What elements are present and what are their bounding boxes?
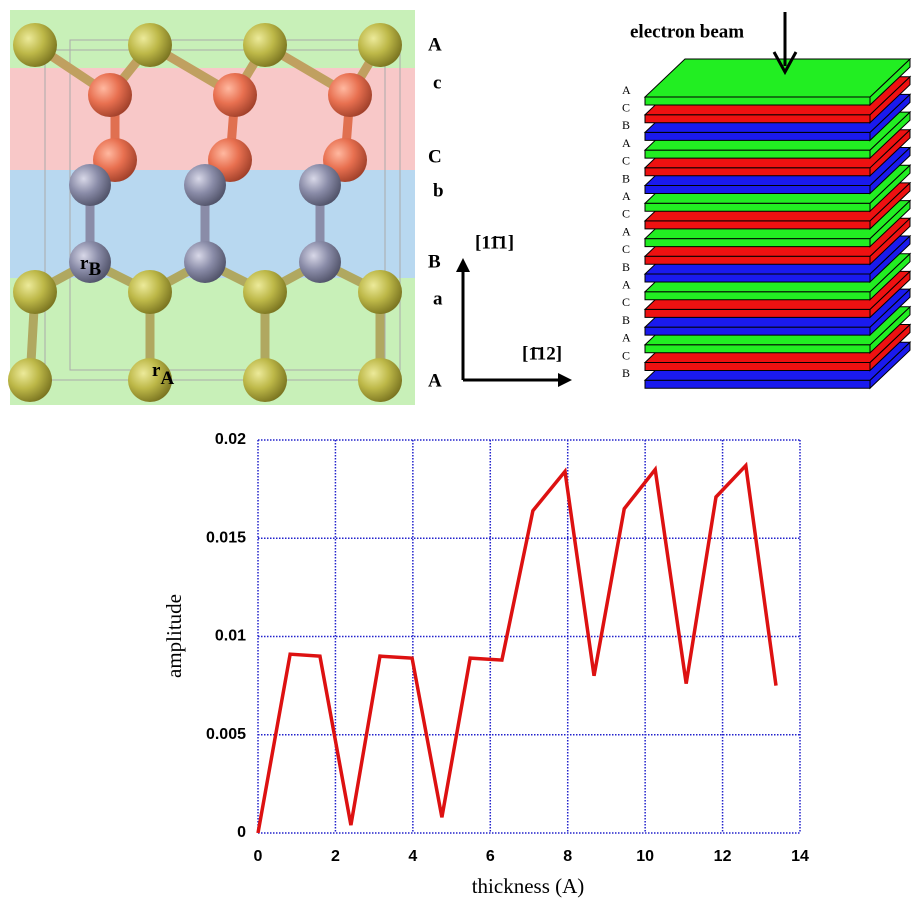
layer-side [645, 239, 870, 247]
layer-label: C [622, 100, 630, 114]
direction-arrows [456, 258, 572, 387]
layer-top [645, 59, 910, 97]
layer-label: C [428, 146, 442, 167]
x-axis-label: thickness (A) [472, 874, 585, 898]
layer-label: C [622, 154, 630, 168]
y-tick-label: 0.02 [215, 431, 246, 448]
layer-side [645, 132, 870, 140]
layer-label: B [622, 118, 630, 132]
layer-label: A [622, 189, 631, 203]
layer-label: A [428, 370, 442, 391]
layer-label: B [428, 251, 441, 272]
layer-side [645, 380, 870, 388]
layer-side [645, 309, 870, 317]
layer-label: C [622, 242, 630, 256]
layer-side [645, 363, 870, 371]
direction-label: [11̄1] [475, 232, 514, 253]
layer-label: C [622, 348, 630, 362]
y-tick-label: 0.015 [206, 529, 246, 546]
layer-label: B [622, 313, 630, 327]
x-tick-label: 14 [791, 848, 809, 865]
layer-label: A [622, 224, 631, 238]
layer-label: A [622, 331, 631, 345]
y-tick-label: 0 [237, 824, 246, 841]
layer-label: B [622, 260, 630, 274]
beam-label: electron beam [630, 21, 744, 42]
layer-label: C [622, 295, 630, 309]
layer-label: C [622, 207, 630, 221]
x-tick-label: 6 [486, 848, 495, 865]
layer-side [645, 256, 870, 264]
layer-side [645, 97, 870, 105]
x-tick-label: 2 [331, 848, 340, 865]
x-tick-label: 4 [408, 848, 417, 865]
layer-side [645, 150, 870, 158]
line-chart: thickness (A) amplitude 0 0.005 0.01 0.015 0… [162, 431, 809, 898]
layer-label: a [433, 288, 443, 309]
y-tick-label: 0.005 [206, 726, 246, 743]
layer-side [645, 274, 870, 282]
y-axis-label: amplitude [162, 594, 186, 678]
x-tick-label: 0 [254, 848, 263, 865]
layer-side [645, 292, 870, 300]
x-tick-label: 8 [563, 848, 572, 865]
direction-label: [1̄12] [522, 343, 562, 364]
label-sub: B [88, 259, 101, 280]
layer-side [645, 203, 870, 211]
layer-side [645, 115, 870, 123]
data-line [258, 466, 776, 833]
layer-side [645, 186, 870, 194]
layer-side [645, 327, 870, 335]
layer-side [645, 221, 870, 229]
layer-side [645, 168, 870, 176]
label-sub: A [160, 368, 174, 389]
page: {"structure": { "layer_labels": ["A", "c… [0, 0, 915, 907]
layer-label: b [433, 180, 444, 201]
layer-side [645, 345, 870, 353]
layer-label: A [428, 34, 442, 55]
x-tick-label: 10 [636, 848, 654, 865]
structure-figure: rB rA A c C b B a A [11̄1] [1̄12] [8, 10, 572, 405]
layer-label: A [622, 277, 631, 291]
layer-label: c [433, 72, 441, 93]
layer-label: B [622, 366, 630, 380]
layer-label: B [622, 171, 630, 185]
layer-label: A [622, 83, 631, 97]
y-tick-label: 0.01 [215, 628, 246, 645]
layer-label: A [622, 136, 631, 150]
figure: rB rA A c C b B a A [11̄1] [1̄12] electr… [0, 0, 915, 907]
x-tick-label: 12 [714, 848, 732, 865]
